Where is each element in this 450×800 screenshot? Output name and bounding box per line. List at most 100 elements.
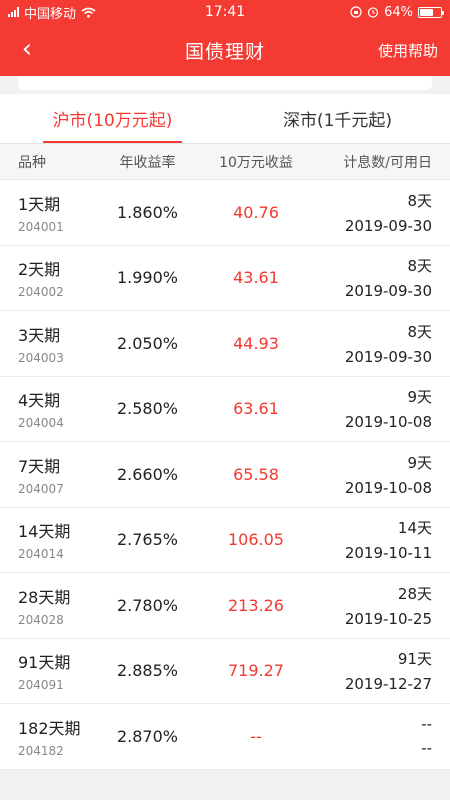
table-row[interactable]: 4天期 204004 2.580% 63.61 9天 2019-10-08: [0, 377, 450, 442]
days-cell: -- --: [312, 715, 450, 757]
product-name: 91天期: [18, 653, 71, 673]
available-date: 2019-09-30: [344, 282, 432, 301]
product-cell: 2天期 204002: [0, 256, 95, 299]
header-rate: 年收益率: [119, 154, 176, 171]
product-name: 4天期: [18, 391, 61, 411]
earnings: 43.61: [233, 268, 279, 288]
interest-days: 91天: [397, 650, 432, 669]
product-cell: 91天期 204091: [0, 649, 95, 692]
earnings: 44.93: [233, 333, 279, 353]
earnings: 40.76: [233, 202, 279, 222]
table-row[interactable]: 7天期 204007 2.660% 65.58 9天 2019-10-08: [0, 442, 450, 508]
interest-days: 8天: [407, 322, 432, 341]
product-name: 182天期: [18, 718, 81, 738]
annual-rate: 2.050%: [116, 333, 178, 353]
product-cell: 28天期 204028: [0, 584, 95, 627]
days-cell: 14天 2019-10-11: [312, 517, 450, 562]
chevron-left-icon: ‹: [21, 34, 33, 64]
annual-rate: 2.870%: [116, 726, 178, 746]
tab-shenzhen[interactable]: 深市(1千元起): [282, 111, 393, 131]
interest-days: 8天: [407, 257, 432, 276]
wifi-icon: [81, 7, 96, 18]
interest-days: 8天: [407, 191, 432, 210]
product-list: 1天期 204001 1.860% 40.76 8天 2019-09-30 2天…: [0, 180, 450, 770]
product-cell: 4天期 204004: [0, 387, 95, 430]
battery-percent: 64%: [384, 4, 413, 20]
product-name: 1天期: [18, 194, 61, 214]
earnings: 106.05: [228, 530, 284, 550]
lock-rotation-icon: [350, 6, 362, 18]
interest-days: 9天: [407, 388, 432, 407]
header-days: 计息数/可用日: [343, 154, 432, 171]
interest-days: --: [421, 715, 432, 734]
product-name: 3天期: [18, 325, 61, 345]
available-date: 2019-09-30: [344, 216, 432, 235]
top-bar: 中国移动 17:41 64% ‹ 国债理: [0, 0, 450, 76]
annual-rate: 1.990%: [116, 268, 178, 288]
available-date: 2019-09-30: [344, 347, 432, 366]
product-name: 14天期: [18, 522, 71, 542]
product-cell: 14天期 204014: [0, 518, 95, 561]
back-button[interactable]: ‹: [12, 34, 42, 64]
product-name: 2天期: [18, 260, 61, 280]
annual-rate: 2.580%: [116, 399, 178, 419]
table-row[interactable]: 2天期 204002 1.990% 43.61 8天 2019-09-30: [0, 246, 450, 311]
days-cell: 8天 2019-09-30: [312, 255, 450, 300]
days-cell: 8天 2019-09-30: [312, 190, 450, 235]
table-header: 品种 年收益率 10万元收益 计息数/可用日: [0, 144, 450, 180]
table-row[interactable]: 1天期 204001 1.860% 40.76 8天 2019-09-30: [0, 180, 450, 246]
market-tabs: 沪市(10万元起) 深市(1千元起): [0, 94, 450, 144]
table-row[interactable]: 91天期 204091 2.885% 719.27 91天 2019-12-27: [0, 639, 450, 704]
tab-shanghai[interactable]: 沪市(10万元起): [0, 94, 225, 143]
days-cell: 9天 2019-10-08: [312, 452, 450, 497]
product-code: 204091: [18, 678, 64, 693]
page-title: 国债理财: [184, 40, 265, 63]
available-date: 2019-12-27: [344, 675, 432, 694]
days-cell: 8天 2019-09-30: [312, 321, 450, 366]
days-cell: 28天 2019-10-25: [312, 583, 450, 628]
earnings: 719.27: [228, 661, 284, 681]
help-link[interactable]: 使用帮助: [377, 41, 438, 60]
alarm-icon: [367, 7, 379, 18]
product-cell: 182天期 204182: [0, 715, 95, 758]
product-cell: 1天期 204001: [0, 191, 95, 234]
product-code: 204003: [18, 350, 64, 365]
carrier-label: 中国移动: [24, 6, 77, 22]
card-stub: [18, 76, 432, 90]
product-code: 204007: [18, 481, 64, 496]
available-date: 2019-10-08: [344, 478, 432, 497]
header-strip: [0, 76, 450, 94]
available-date: 2019-10-08: [344, 413, 432, 432]
interest-days: 9天: [407, 453, 432, 472]
available-date: 2019-10-25: [344, 609, 432, 628]
product-code: 204004: [18, 416, 64, 431]
product-name: 7天期: [18, 456, 61, 476]
earnings: 213.26: [228, 595, 284, 615]
annual-rate: 2.780%: [116, 595, 178, 615]
table-row[interactable]: 14天期 204014 2.765% 106.05 14天 2019-10-11: [0, 508, 450, 573]
table-row[interactable]: 28天期 204028 2.780% 213.26 28天 2019-10-25: [0, 573, 450, 639]
product-code: 204002: [18, 285, 64, 300]
table-row[interactable]: 3天期 204003 2.050% 44.93 8天 2019-09-30: [0, 311, 450, 377]
interest-days: 28天: [397, 584, 432, 603]
product-code: 204001: [18, 219, 64, 234]
signal-icon: [8, 7, 19, 17]
product-cell: 3天期 204003: [0, 322, 95, 365]
table-row[interactable]: 182天期 204182 2.870% -- -- --: [0, 704, 450, 770]
status-left: 中国移动: [8, 3, 96, 22]
interest-days: 14天: [397, 519, 432, 538]
earnings: --: [250, 726, 262, 746]
battery-level: [420, 8, 433, 16]
product-code: 204182: [18, 743, 64, 758]
product-code: 204028: [18, 612, 64, 627]
battery-icon: [418, 6, 444, 18]
header-product: 品种: [18, 154, 46, 171]
product-cell: 7天期 204007: [0, 453, 95, 496]
nav-bar: ‹ 国债理财 使用帮助: [0, 24, 450, 76]
header-earn: 10万元收益: [219, 154, 293, 171]
annual-rate: 2.660%: [116, 464, 178, 484]
product-code: 204014: [18, 547, 64, 562]
status-bar: 中国移动 17:41 64%: [0, 0, 450, 24]
annual-rate: 2.885%: [116, 661, 178, 681]
earnings: 65.58: [233, 464, 279, 484]
